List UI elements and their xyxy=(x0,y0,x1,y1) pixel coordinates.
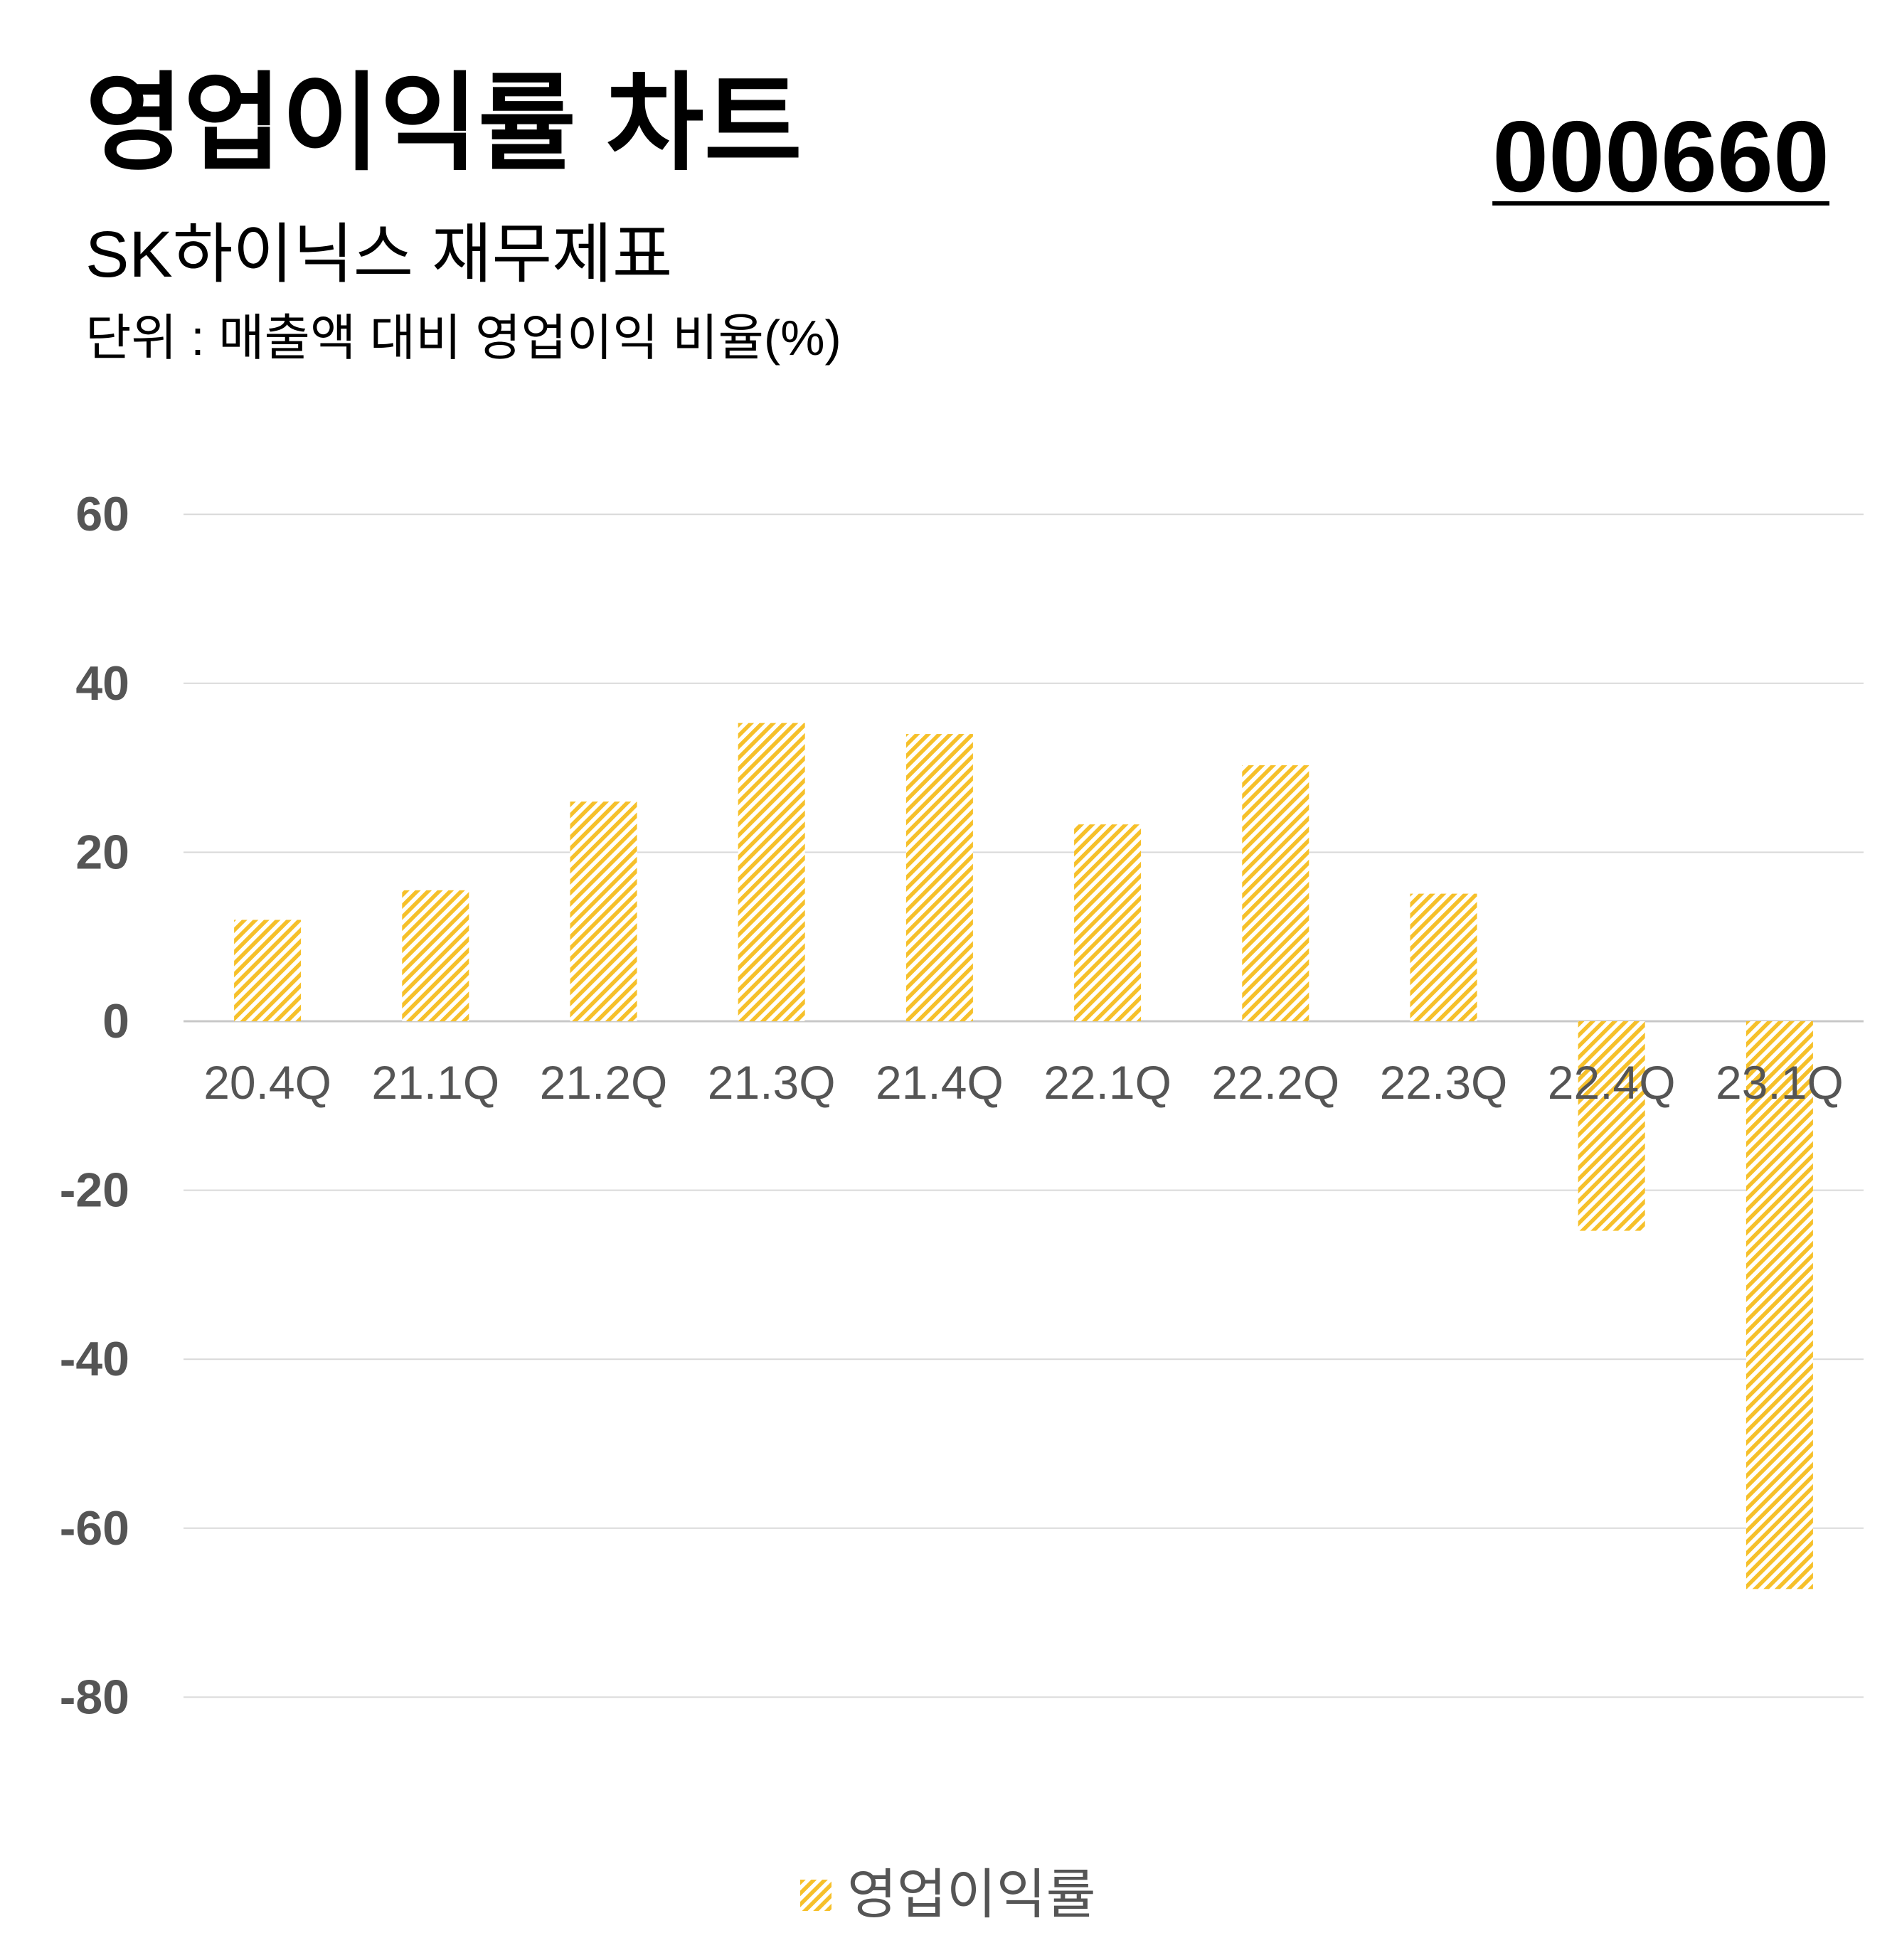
y-tick-label: -40 xyxy=(60,1332,129,1386)
legend-label: 영업이익률 xyxy=(847,1865,1096,1925)
x-tick-label: 22.4Q xyxy=(1548,1056,1676,1109)
bar-chart: 60 40 20 0 -20 -40 -60 -80 20.4Q 21.1Q 21.2Q 21.3Q… xyxy=(60,487,1864,1724)
x-tick-label: 20.4Q xyxy=(203,1056,331,1109)
x-tick-label: 22.1Q xyxy=(1043,1056,1171,1109)
bar-20.4Q[interactable] xyxy=(234,920,302,1021)
unit-note: 단위 : 매출액 대비 영업이익 비율(%) xyxy=(85,310,841,366)
bar-22.1Q[interactable] xyxy=(1074,824,1142,1021)
bar-22.3Q[interactable] xyxy=(1410,893,1477,1021)
y-axis-ticks: 60 40 20 0 -20 -40 -60 -80 xyxy=(60,487,129,1724)
y-tick-label: 20 xyxy=(75,825,129,879)
y-tick-label: 60 xyxy=(75,487,129,541)
legend: 영업이익률 xyxy=(800,1863,1096,1927)
chart-subtitle: SK하이닉스 재무제표 xyxy=(85,218,673,291)
x-tick-label: 21.3Q xyxy=(708,1056,836,1109)
x-axis-ticks: 20.4Q 21.1Q 21.2Q 21.3Q 21.4Q 22.1Q 22.2Q 22.3Q… xyxy=(203,1056,1844,1109)
x-tick-label: 22.3Q xyxy=(1380,1056,1508,1109)
bar-21.1Q[interactable] xyxy=(402,890,469,1021)
x-tick-label: 21.1Q xyxy=(371,1056,499,1109)
bar-21.4Q[interactable] xyxy=(905,734,973,1021)
bar-21.2Q[interactable] xyxy=(570,801,637,1021)
bars xyxy=(234,723,1813,1589)
y-tick-label: -20 xyxy=(60,1163,129,1218)
chart-title: 영업이익률 차트 xyxy=(85,63,802,183)
bar-22.4Q[interactable] xyxy=(1578,1021,1645,1231)
y-tick-label: -80 xyxy=(60,1670,129,1724)
x-tick-label: 21.4Q xyxy=(876,1056,1004,1109)
bar-22.2Q[interactable] xyxy=(1242,765,1309,1021)
bar-23.1Q[interactable] xyxy=(1745,1021,1813,1589)
bar-21.3Q[interactable] xyxy=(738,723,805,1021)
x-tick-label: 21.2Q xyxy=(540,1056,668,1109)
gridlines xyxy=(184,513,1864,1698)
y-tick-label: 40 xyxy=(75,656,129,710)
hatched-swatch-icon xyxy=(800,1880,831,1911)
x-tick-label: 23.1Q xyxy=(1716,1056,1844,1109)
x-tick-label: 22.2Q xyxy=(1211,1056,1339,1109)
y-tick-label: -60 xyxy=(60,1501,129,1555)
y-tick-label: 0 xyxy=(102,994,129,1048)
ticker-code[interactable]: 000660 xyxy=(1492,100,1829,213)
